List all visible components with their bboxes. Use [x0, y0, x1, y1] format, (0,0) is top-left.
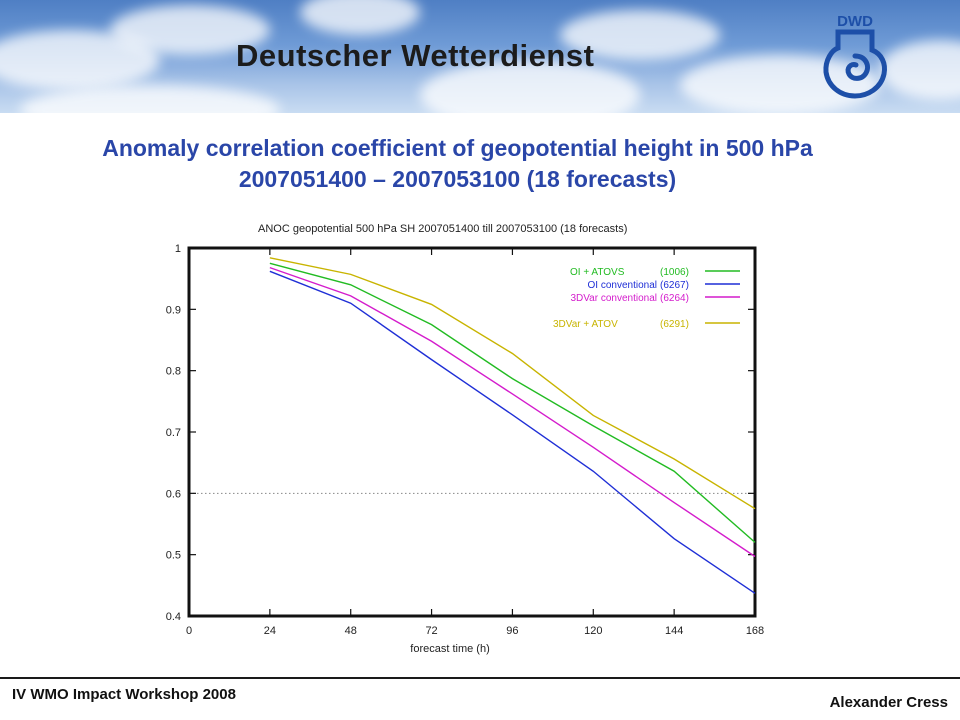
footer-divider [0, 677, 960, 679]
x-axis-label: forecast time (h) [410, 643, 489, 655]
series-line-1 [269, 262, 756, 543]
legend-label-2: OI conventional [588, 280, 658, 291]
legend-count-2: (6267) [660, 280, 689, 291]
header-banner: Deutscher Wetterdienst DWD [0, 0, 960, 113]
dwd-logo-icon: DWD [823, 13, 887, 99]
series-line-3 [269, 266, 756, 558]
legend-label-1: OI + ATOVS [570, 267, 625, 278]
series-line-4 [269, 257, 756, 510]
slide-title-line-2: 2007051400 – 2007053100 (18 forecasts) [238, 166, 677, 192]
org-name: Deutscher Wetterdienst [236, 38, 595, 73]
x-tick-label: 72 [425, 625, 437, 637]
y-tick-label: 0.8 [166, 366, 181, 378]
legend-count-4: (6291) [660, 319, 689, 330]
x-tick-label: 144 [665, 625, 683, 637]
x-tick-label: 120 [584, 625, 602, 637]
logo-text: DWD [837, 13, 873, 30]
legend-count-1: (1006) [660, 267, 689, 278]
slide-title-line-1: Anomaly correlation coefficient of geopo… [102, 135, 813, 161]
y-tick-label: 0.6 [166, 488, 181, 500]
footer-author: Alexander Cress [829, 694, 948, 711]
y-tick-label: 1 [175, 243, 181, 255]
x-tick-label: 24 [264, 625, 276, 637]
y-tick-label: 0.4 [166, 611, 181, 623]
acc-line-chart: ANOC geopotential 500 hPa SH 2007051400 … [166, 223, 764, 655]
legend-label-4: 3DVar + ATOV [553, 319, 618, 330]
legend-count-3: (6264) [660, 293, 689, 304]
x-tick-label: 168 [746, 625, 764, 637]
x-tick-label: 96 [506, 625, 518, 637]
legend-label-3: 3DVar conventional [570, 293, 657, 304]
y-tick-label: 0.9 [166, 304, 181, 316]
footer-workshop: IV WMO Impact Workshop 2008 [12, 686, 236, 703]
series-line-2 [269, 270, 756, 594]
x-tick-label: 0 [186, 625, 192, 637]
x-tick-label: 48 [345, 625, 357, 637]
chart-title: ANOC geopotential 500 hPa SH 2007051400 … [258, 223, 627, 235]
slide-title: Anomaly correlation coefficient of geopo… [0, 133, 915, 195]
y-tick-label: 0.5 [166, 550, 181, 562]
y-tick-label: 0.7 [166, 427, 181, 439]
